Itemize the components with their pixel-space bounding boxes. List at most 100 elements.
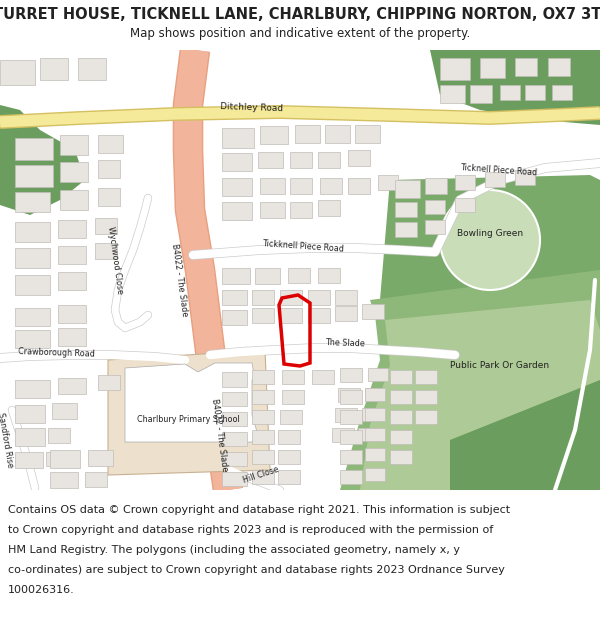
Bar — [260, 126, 288, 144]
Text: Sandford Rise: Sandford Rise — [0, 412, 14, 468]
Bar — [252, 290, 274, 305]
Bar — [395, 180, 420, 198]
Bar — [365, 428, 385, 441]
Bar — [252, 430, 274, 444]
Bar — [335, 306, 357, 321]
Text: Map shows position and indicative extent of the property.: Map shows position and indicative extent… — [130, 28, 470, 41]
Bar — [15, 330, 50, 348]
Polygon shape — [125, 363, 258, 442]
Polygon shape — [0, 105, 85, 215]
Bar — [415, 410, 437, 424]
Bar — [548, 58, 570, 76]
Text: HM Land Registry. The polygons (including the associated geometry, namely x, y: HM Land Registry. The polygons (includin… — [8, 545, 460, 555]
Bar — [222, 372, 247, 387]
Text: Charlbury Primary School: Charlbury Primary School — [137, 416, 239, 424]
Bar — [58, 328, 86, 346]
Bar — [60, 190, 88, 210]
Bar — [252, 390, 274, 404]
Bar — [335, 290, 357, 305]
Bar — [15, 428, 45, 446]
Bar — [340, 470, 362, 484]
Bar — [455, 175, 475, 190]
Bar — [340, 450, 362, 464]
Polygon shape — [360, 300, 600, 490]
Bar — [15, 165, 53, 187]
Polygon shape — [340, 270, 600, 490]
Bar — [280, 308, 302, 323]
Bar — [78, 58, 106, 80]
Bar — [258, 152, 283, 168]
Bar — [222, 178, 252, 196]
Text: B4022 - The Slade: B4022 - The Slade — [211, 398, 230, 472]
Bar — [340, 368, 362, 382]
Bar — [335, 408, 357, 422]
Bar — [290, 202, 312, 218]
Bar — [365, 388, 385, 401]
Bar — [332, 428, 354, 442]
Bar — [368, 368, 388, 381]
Polygon shape — [430, 50, 600, 125]
Bar — [340, 410, 362, 424]
Bar — [288, 268, 310, 283]
Bar — [222, 202, 252, 220]
Bar — [362, 304, 384, 319]
Text: Tickknell Piece Road: Tickknell Piece Road — [262, 239, 344, 253]
Bar — [58, 305, 86, 323]
Bar — [255, 268, 280, 284]
Bar — [365, 408, 385, 421]
Bar — [260, 178, 285, 194]
Bar — [362, 408, 382, 421]
Bar — [222, 153, 252, 171]
Bar — [308, 308, 330, 323]
Bar — [365, 388, 385, 401]
Bar — [390, 450, 412, 464]
Bar — [280, 410, 302, 424]
Bar — [355, 125, 380, 143]
Bar — [222, 128, 254, 148]
Text: Ditchley Road: Ditchley Road — [220, 102, 283, 114]
Bar — [98, 375, 120, 390]
Bar — [222, 432, 247, 446]
Text: Wychwood Close: Wychwood Close — [106, 226, 124, 294]
Text: Ticknell Piece Road: Ticknell Piece Road — [460, 163, 538, 177]
Bar — [48, 428, 70, 443]
Text: Contains OS data © Crown copyright and database right 2021. This information is : Contains OS data © Crown copyright and d… — [8, 505, 510, 515]
Bar — [222, 412, 247, 426]
Bar — [15, 405, 45, 423]
Bar — [552, 85, 572, 100]
Bar — [320, 178, 342, 194]
Bar — [40, 58, 68, 80]
Bar — [0, 60, 35, 85]
Bar — [58, 220, 86, 238]
Bar — [15, 248, 50, 268]
Bar — [378, 175, 398, 190]
Text: co-ordinates) are subject to Crown copyright and database rights 2023 Ordnance S: co-ordinates) are subject to Crown copyr… — [8, 565, 505, 575]
Bar — [525, 85, 545, 100]
Bar — [425, 200, 445, 214]
Bar — [348, 150, 370, 166]
Bar — [280, 290, 302, 305]
Bar — [58, 246, 86, 264]
Bar — [390, 390, 412, 404]
Bar — [252, 450, 274, 464]
Bar — [295, 125, 320, 143]
Bar — [222, 452, 247, 466]
Bar — [340, 390, 362, 404]
Text: Public Park Or Garden: Public Park Or Garden — [451, 361, 550, 369]
Text: 100026316.: 100026316. — [8, 585, 75, 595]
Bar — [515, 58, 537, 76]
Bar — [290, 178, 312, 194]
Bar — [98, 160, 120, 178]
Bar — [15, 138, 53, 160]
Bar — [52, 403, 77, 419]
Bar — [46, 452, 66, 466]
Bar — [50, 472, 78, 488]
Text: to Crown copyright and database rights 2023 and is reproduced with the permissio: to Crown copyright and database rights 2… — [8, 525, 493, 535]
Bar — [390, 430, 412, 444]
Bar — [480, 58, 505, 78]
Bar — [15, 222, 50, 242]
Bar — [282, 390, 304, 404]
Bar — [470, 85, 492, 103]
Bar — [395, 202, 417, 217]
Bar — [222, 268, 250, 284]
